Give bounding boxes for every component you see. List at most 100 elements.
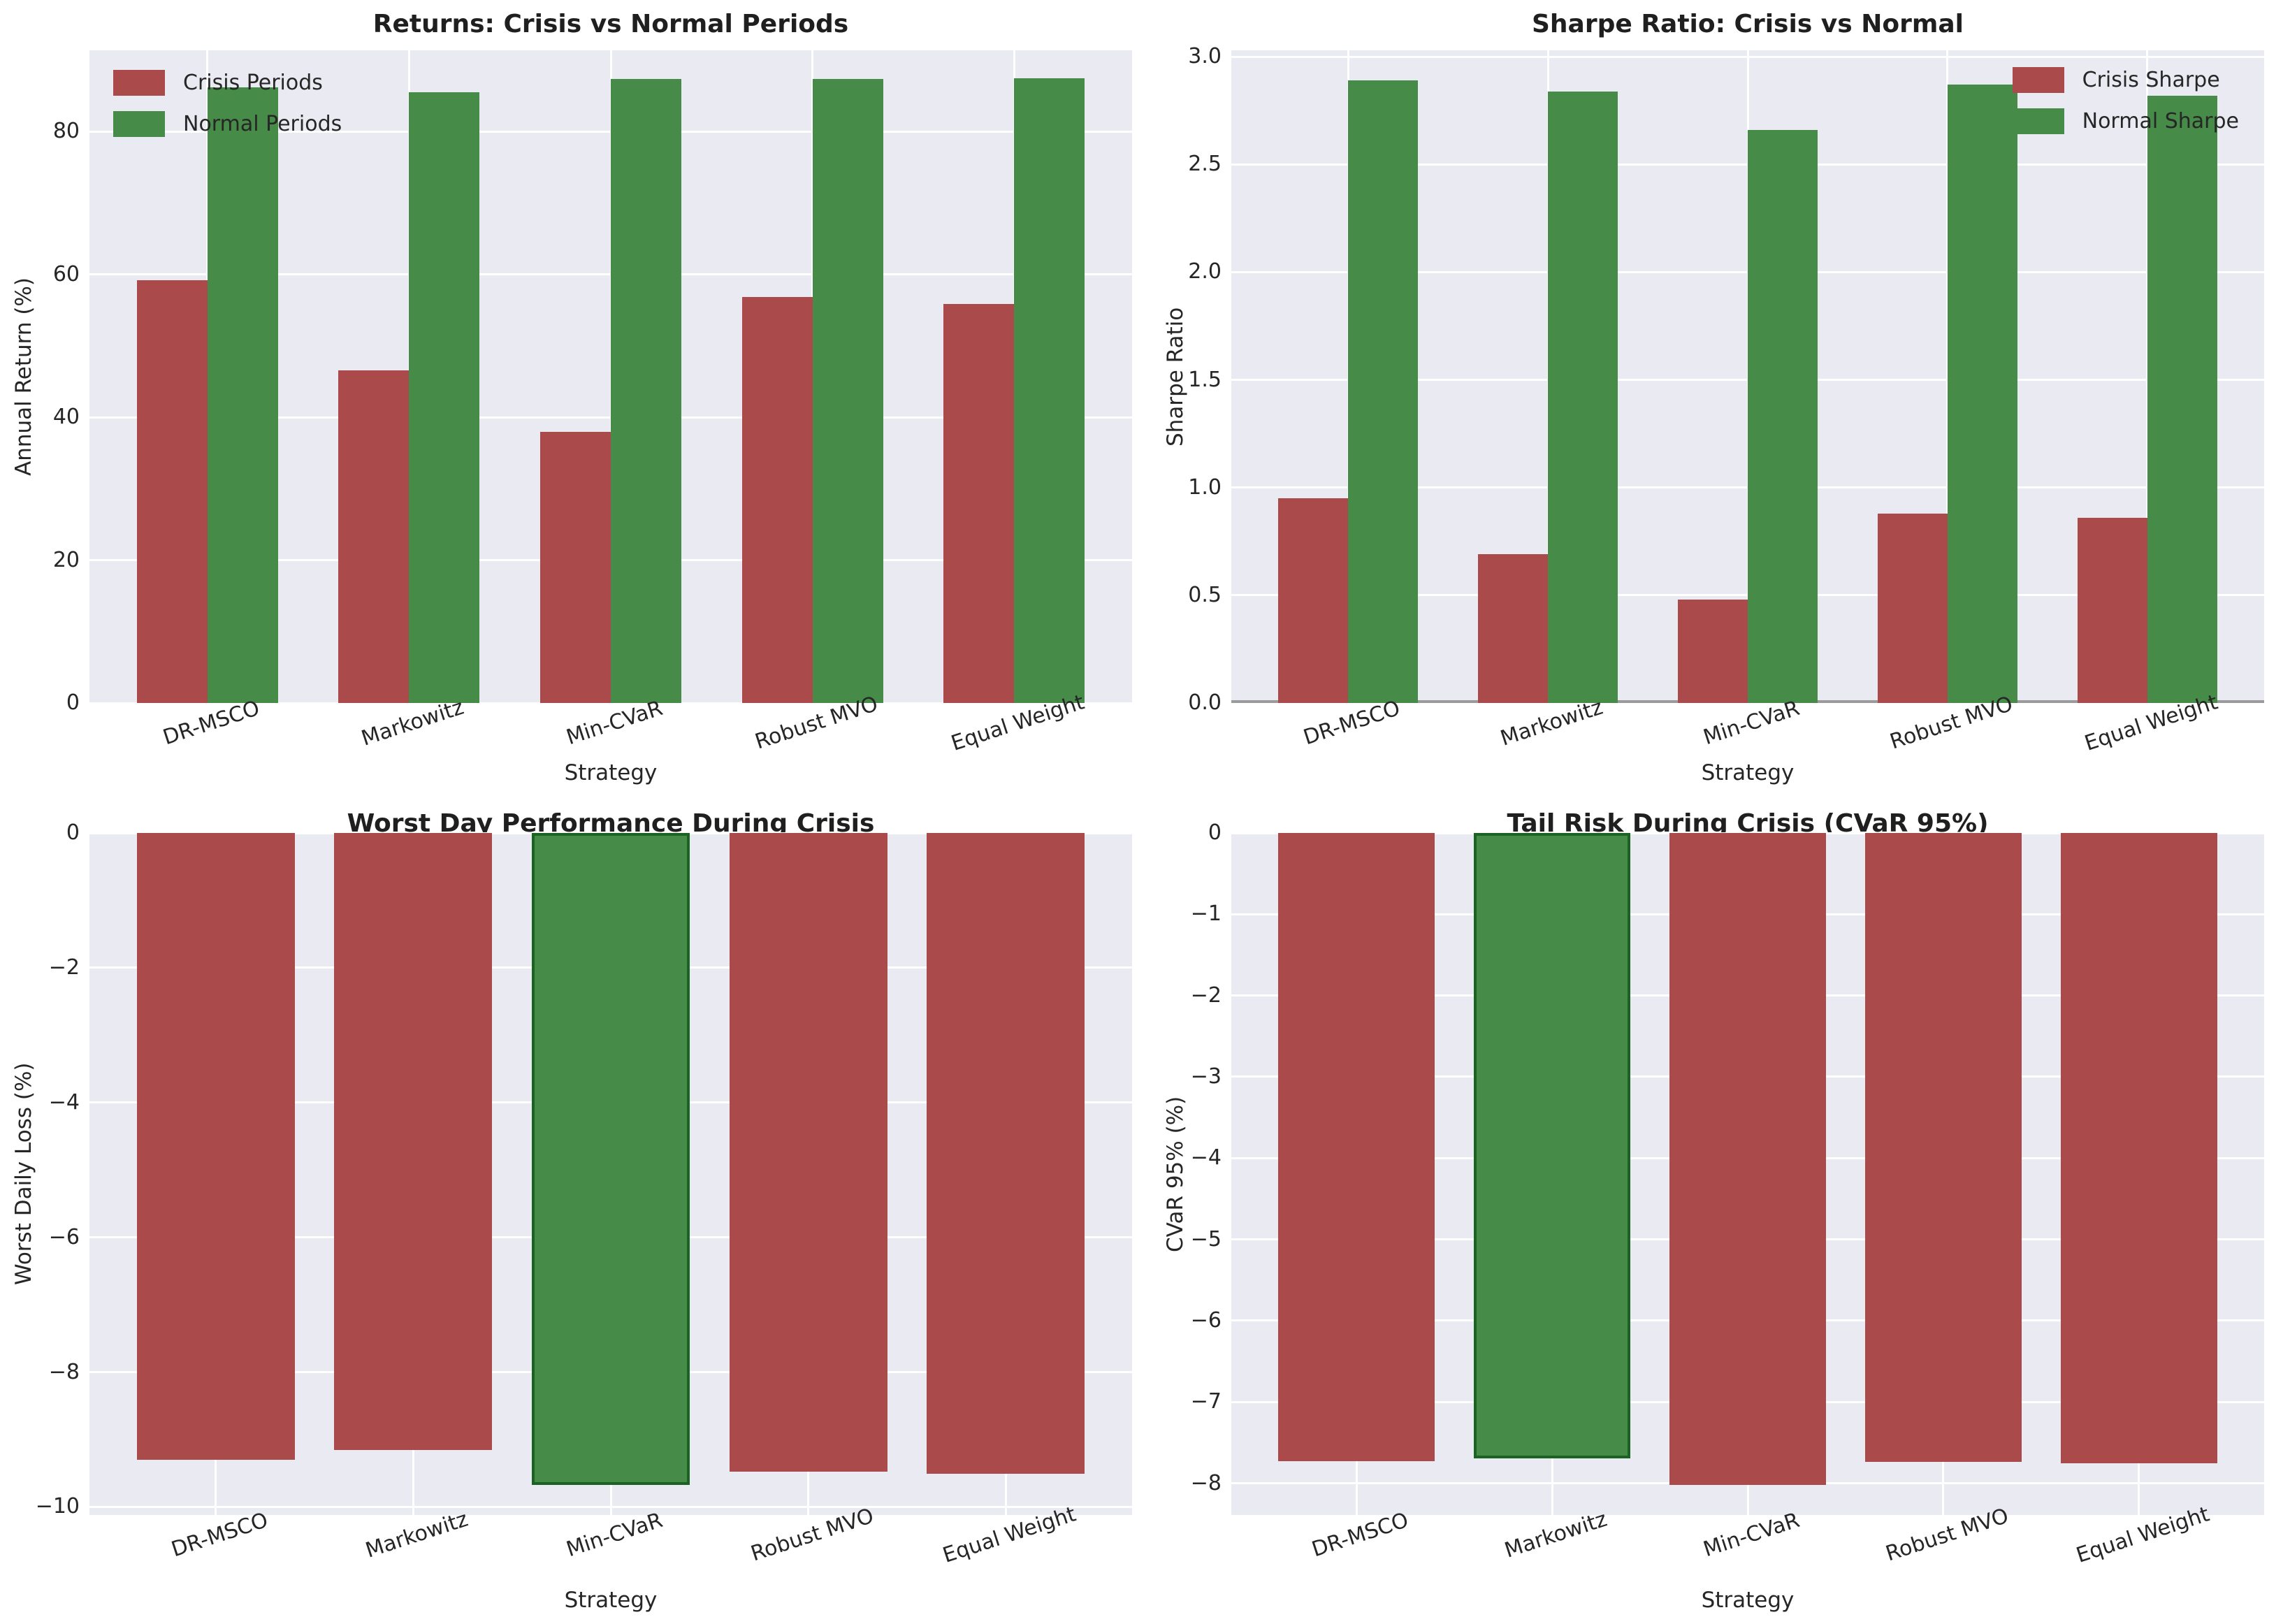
y-tick-label: 0.5	[1188, 582, 1222, 607]
bar-normal-periods-dr-msco	[207, 87, 278, 703]
y-tick-label: 2.5	[1188, 152, 1222, 177]
gridline	[1231, 55, 2264, 58]
bar-min-cvar	[1669, 833, 1826, 1485]
bar-normal-periods-robust mvo	[812, 78, 883, 703]
y-tick-label: −1	[1190, 901, 1222, 927]
y-tick-label: −4	[1190, 1145, 1222, 1170]
bar-crisis-periods-markowitz	[338, 370, 410, 703]
bar-normal-sharpe-robust mvo	[1947, 85, 2017, 703]
bar-markowitz	[1474, 833, 1631, 1458]
crisis-swatch-icon	[113, 70, 165, 96]
x-tick-label: DR-MSCO	[159, 695, 263, 751]
legend-item: Crisis Sharpe	[2012, 67, 2239, 93]
y-tick-label: 20	[52, 547, 80, 572]
y-tick-label: 40	[52, 405, 80, 430]
x-tick-label: DR-MSCO	[1309, 1507, 1412, 1563]
x-axis-label: Strategy	[564, 1588, 658, 1613]
bar-normal-periods-min-cvar	[611, 78, 681, 703]
legend-label: Crisis Periods	[183, 71, 323, 95]
normal-swatch-icon	[2012, 108, 2064, 134]
bar-crisis-periods-robust mvo	[741, 296, 813, 703]
crisis-swatch-icon	[2012, 67, 2064, 93]
gridline	[89, 702, 1132, 704]
x-tick-label: Markowitz	[1501, 1507, 1610, 1563]
y-tick-label: −7	[1190, 1389, 1222, 1414]
y-tick-label: −8	[48, 1359, 80, 1384]
bar-crisis-sharpe-dr-msco	[1278, 498, 1349, 703]
y-tick-label: −6	[48, 1224, 80, 1249]
y-tick-label: −4	[48, 1089, 80, 1115]
bar-equal weight	[2060, 833, 2217, 1463]
bar-crisis-periods-min-cvar	[539, 431, 611, 703]
bar-robust mvo	[729, 833, 887, 1472]
bar-normal-sharpe-markowitz	[1548, 91, 1618, 703]
chart-title: Sharpe Ratio: Crisis vs Normal	[1532, 10, 1964, 38]
y-tick-label: 1.5	[1188, 367, 1222, 392]
legend: Crisis Sharpe Normal Sharpe	[2012, 67, 2239, 134]
y-tick-label: −10	[35, 1494, 80, 1519]
bar-normal-periods-equal weight	[1014, 78, 1085, 703]
legend: Crisis Periods Normal Periods	[113, 70, 342, 137]
bar-equal weight	[927, 833, 1085, 1474]
chart-cell-worst-day: Worst Day Performance During Crisis Wors…	[0, 811, 1145, 1624]
bar-normal-sharpe-dr-msco	[1348, 80, 1419, 703]
y-tick-label: 1.0	[1188, 474, 1222, 500]
bar-crisis-sharpe-robust mvo	[1877, 513, 1948, 703]
y-tick-label: −2	[48, 955, 80, 980]
y-tick-label: −8	[1190, 1470, 1222, 1495]
x-tick-label: Min-CVaR	[563, 695, 666, 751]
chart-title: Returns: Crisis vs Normal Periods	[372, 10, 849, 38]
bar-crisis-sharpe-markowitz	[1478, 554, 1549, 703]
y-tick-label: −2	[1190, 983, 1222, 1008]
y-tick-label: 80	[52, 119, 80, 144]
bar-crisis-sharpe-equal weight	[2077, 517, 2147, 703]
legend-item: Normal Sharpe	[2012, 108, 2239, 134]
x-tick-label: Markowitz	[363, 1507, 472, 1563]
bar-normal-sharpe-min-cvar	[1748, 130, 1818, 703]
legend-label: Normal Sharpe	[2082, 109, 2239, 133]
bar-robust mvo	[1864, 833, 2022, 1463]
bar-normal-sharpe-equal weight	[2147, 95, 2217, 703]
x-tick-label: Min-CVaR	[1700, 695, 1803, 751]
x-tick-label: Min-CVaR	[563, 1507, 666, 1563]
x-tick-label: Min-CVaR	[1700, 1507, 1803, 1563]
x-axis-label: Strategy	[564, 760, 658, 785]
bar-crisis-periods-dr-msco	[136, 280, 208, 703]
y-tick-label: 0	[66, 690, 80, 715]
y-tick-label: 2.0	[1188, 259, 1222, 284]
bar-crisis-sharpe-min-cvar	[1677, 600, 1748, 703]
plot-area: Crisis Periods Normal Periods	[89, 50, 1132, 704]
y-tick-label: 0	[1208, 820, 1222, 845]
legend-label: Crisis Sharpe	[2082, 68, 2220, 92]
y-tick-label: 0.0	[1188, 690, 1222, 715]
chart-cell-cvar: Tail Risk During Crisis (CVaR 95%) CVaR …	[1145, 811, 2290, 1624]
y-tick-label: −6	[1190, 1307, 1222, 1333]
bar-normal-periods-markowitz	[409, 92, 480, 703]
y-axis-label: Worst Daily Loss (%)	[11, 1062, 36, 1286]
plot-area: Crisis Sharpe Normal Sharpe	[1231, 50, 2264, 704]
gridline	[1231, 702, 2264, 704]
x-tick-label: DR-MSCO	[168, 1507, 271, 1563]
bar-crisis-periods-equal weight	[943, 303, 1015, 703]
y-tick-label: −5	[1190, 1226, 1222, 1252]
legend-item: Crisis Periods	[113, 70, 342, 96]
normal-swatch-icon	[113, 111, 165, 137]
bar-min-cvar	[531, 833, 690, 1485]
bar-dr-msco	[136, 833, 295, 1460]
x-axis-label: Strategy	[1701, 760, 1795, 785]
gridline	[89, 1505, 1132, 1508]
plot-area	[89, 832, 1132, 1515]
legend-label: Normal Periods	[183, 112, 342, 136]
y-tick-label: 60	[52, 261, 80, 287]
y-axis-label: Annual Return (%)	[11, 277, 36, 476]
plot-area	[1231, 832, 2264, 1515]
x-tick-label: DR-MSCO	[1300, 695, 1404, 751]
y-tick-label: 0	[66, 820, 80, 845]
bar-dr-msco	[1278, 833, 1435, 1462]
y-tick-label: −3	[1190, 1064, 1222, 1089]
legend-item: Normal Periods	[113, 111, 342, 137]
x-axis-label: Strategy	[1701, 1588, 1795, 1613]
chart-cell-returns: Returns: Crisis vs Normal Periods Annual…	[0, 0, 1145, 811]
y-tick-label: 3.0	[1188, 44, 1222, 69]
